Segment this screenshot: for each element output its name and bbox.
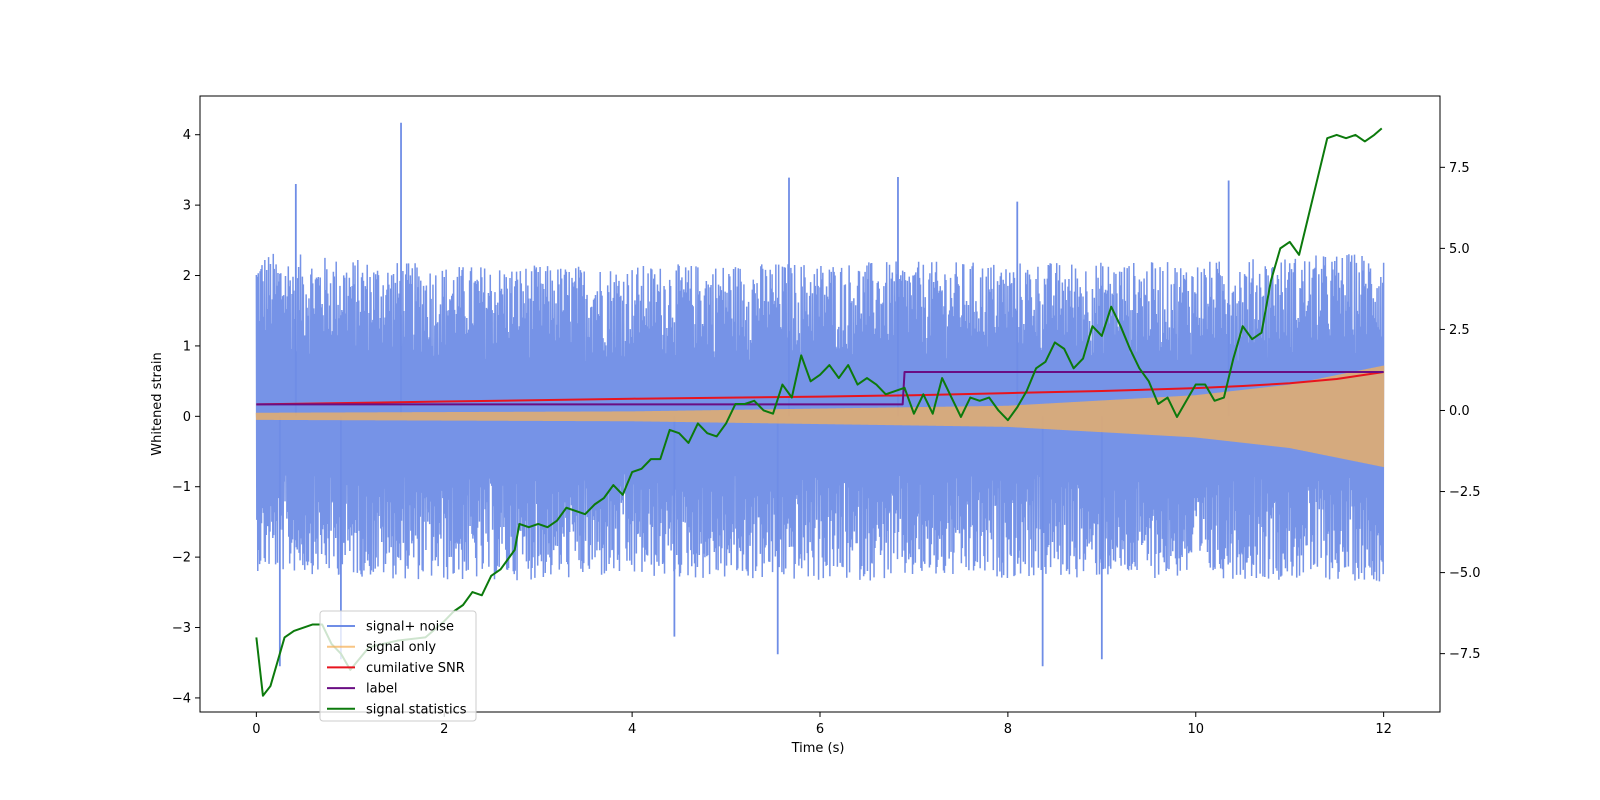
legend-label: label	[366, 682, 397, 697]
x-tick-label: 0	[252, 722, 260, 737]
x-axis-title: Time (s)	[791, 741, 845, 756]
y-tick-label: 3	[183, 199, 191, 214]
x-tick-label: 12	[1375, 722, 1392, 737]
y2-tick-label: 2.5	[1449, 323, 1470, 338]
x-tick-label: 2	[440, 722, 448, 737]
y-tick-label: 2	[183, 269, 191, 284]
y2-tick-label: −5.0	[1449, 566, 1481, 581]
x-tick-label: 8	[1004, 722, 1012, 737]
series-signal-statistics	[255, 127, 1383, 697]
y2-tick-label: 0.0	[1449, 404, 1470, 419]
series-signal-noise	[255, 253, 1385, 582]
y-tick-label: −2	[172, 551, 191, 566]
legend-label: signal only	[366, 640, 436, 655]
y-tick-label: 0	[183, 410, 191, 425]
x-tick-label: 4	[628, 722, 636, 737]
legend: signal+ noise signal only cumilative SNR la…	[319, 610, 477, 722]
x-tick-label: 6	[816, 722, 824, 737]
y-tick-label: 1	[183, 339, 191, 354]
series-cumilative-snr	[256, 370, 1384, 406]
y2-tick-label: −2.5	[1449, 485, 1481, 500]
x-tick-label: 10	[1187, 722, 1204, 737]
legend-label: signal statistics	[366, 702, 467, 717]
y-axis-left: −4 −3 −2 −1 0 1 2 3 4	[172, 128, 200, 706]
y-tick-label: −4	[172, 691, 191, 706]
legend-label: signal+ noise	[366, 620, 454, 635]
y-axis-title: Whitened strain	[150, 352, 165, 455]
y-tick-label: 4	[183, 128, 191, 143]
y2-tick-label: 7.5	[1449, 161, 1470, 176]
y2-tick-label: −7.5	[1449, 647, 1481, 662]
plot-area	[255, 122, 1385, 697]
legend-box	[319, 610, 477, 722]
y-axis-right: −7.5 −5.0 −2.5 0.0 2.5 5.0 7.5	[1440, 161, 1481, 662]
y-tick-label: −3	[172, 621, 191, 636]
legend-label: cumilative SNR	[366, 661, 465, 676]
y-tick-label: −1	[172, 480, 191, 495]
series-signal-only	[255, 365, 1385, 467]
y2-tick-label: 5.0	[1449, 242, 1470, 257]
